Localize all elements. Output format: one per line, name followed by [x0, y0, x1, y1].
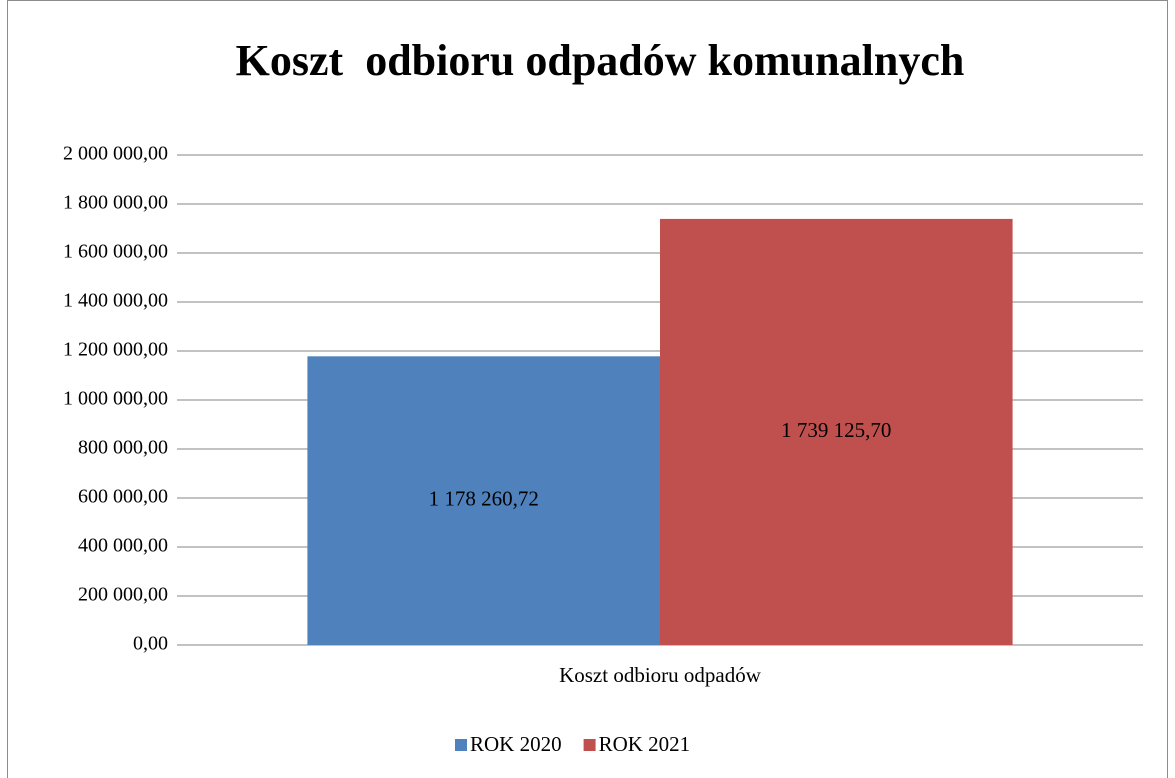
chart-title: Koszt odbioru odpadów komunalnych: [236, 36, 965, 85]
bar: [307, 356, 660, 645]
y-tick-label: 1 800 000,00: [63, 192, 168, 214]
legend-swatch: [455, 739, 467, 751]
y-tick-label: 0,00: [133, 633, 168, 655]
data-label: 1 739 125,70: [781, 418, 891, 442]
y-tick-label: 1 400 000,00: [63, 290, 168, 312]
y-tick-label: 1 200 000,00: [63, 339, 168, 361]
bar: [660, 218, 1013, 646]
y-tick-label: 1 600 000,00: [63, 241, 168, 263]
y-tick-label: 200 000,00: [78, 584, 168, 606]
legend-label: ROK 2020: [470, 732, 562, 756]
legend-label: ROK 2021: [599, 732, 691, 756]
y-tick-label: 2 000 000,00: [63, 143, 168, 165]
y-tick-label: 1 000 000,00: [63, 388, 168, 410]
y-tick-label: 800 000,00: [78, 437, 168, 459]
x-tick-label: Koszt odbioru odpadów: [559, 663, 762, 687]
y-tick-label: 400 000,00: [78, 535, 168, 557]
y-tick-label: 600 000,00: [78, 486, 168, 508]
data-label: 1 178 260,72: [429, 486, 539, 510]
legend-swatch: [583, 739, 596, 751]
